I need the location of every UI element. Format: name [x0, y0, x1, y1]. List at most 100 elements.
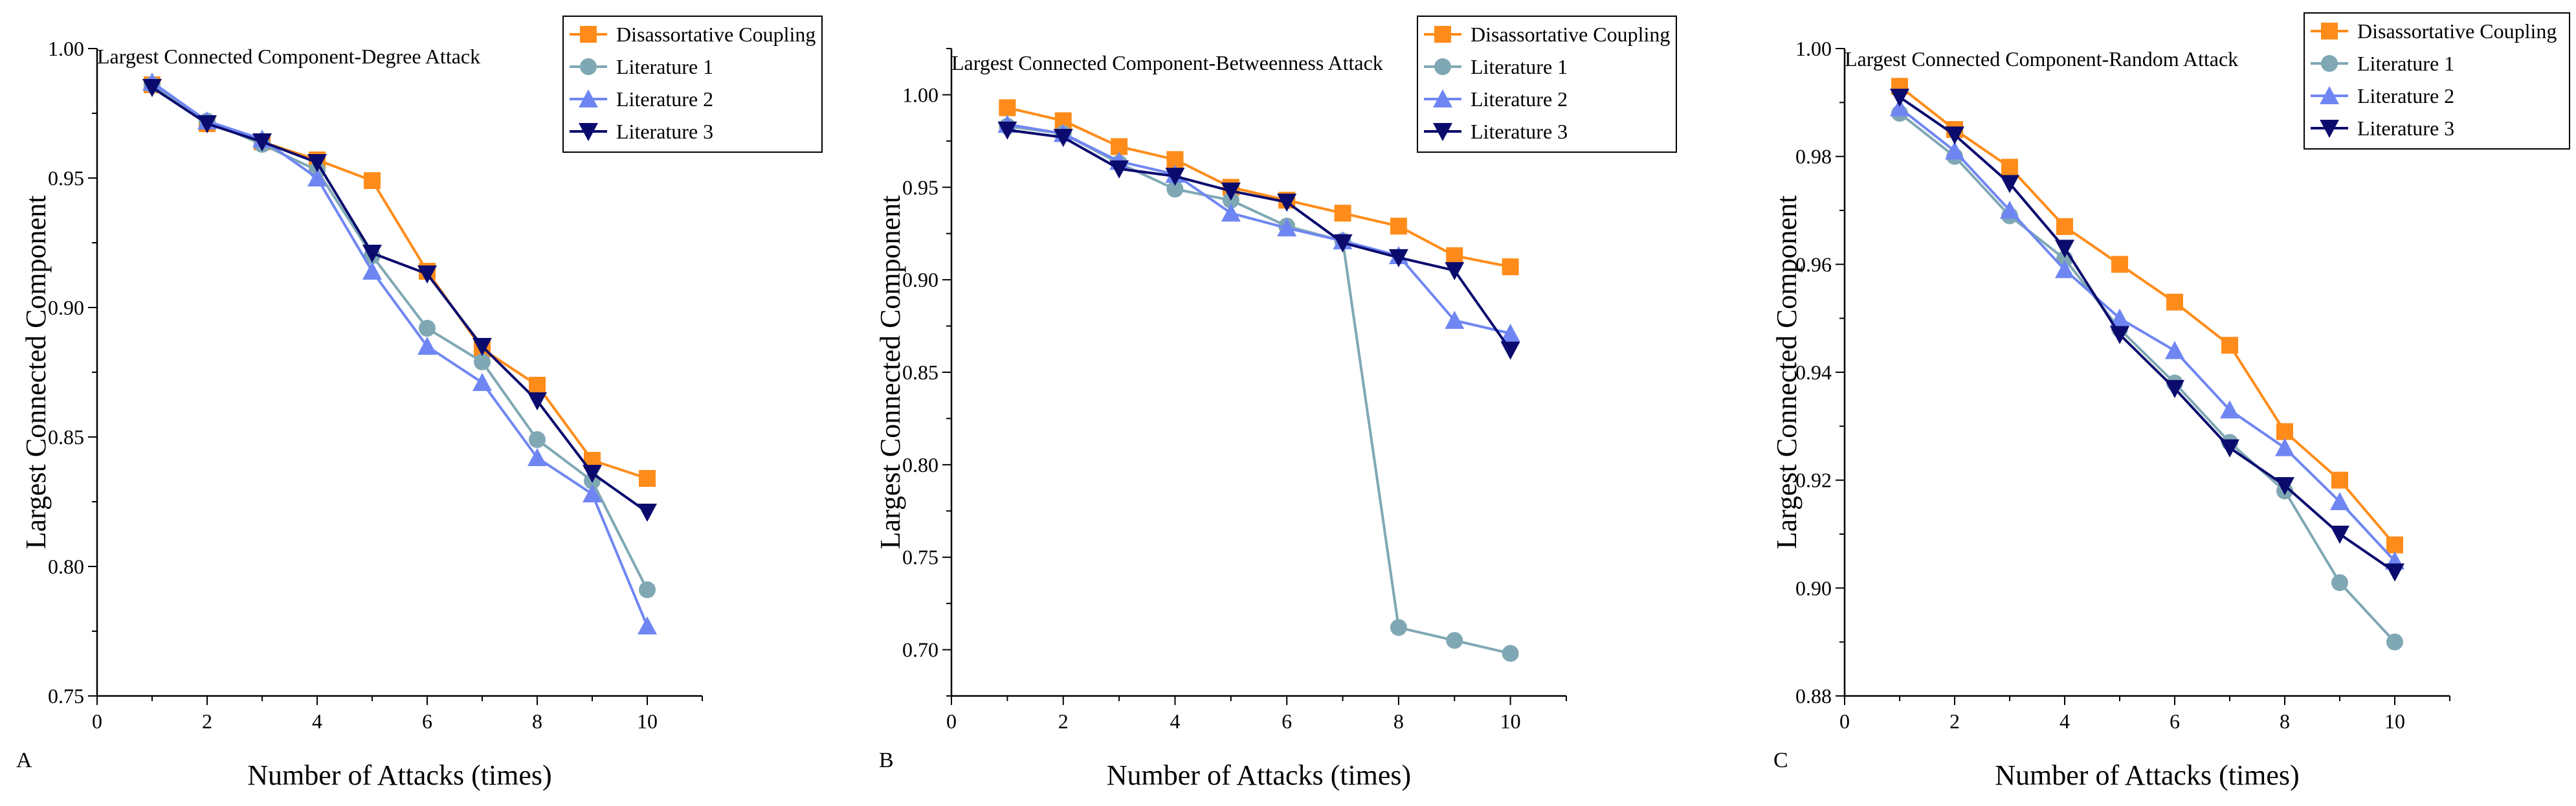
data-point: [2386, 536, 2403, 554]
series-literature-2: [1890, 98, 2404, 570]
y-axis-label: Largest Connected Component: [1771, 196, 1803, 550]
data-point: [999, 99, 1016, 117]
data-point: [417, 337, 437, 355]
series-literature-3: [997, 121, 1520, 360]
y-axis-label: Largest Connected Component: [874, 196, 906, 550]
legend-marker: [1434, 26, 1451, 43]
legend-label: Literature 2: [2357, 84, 2454, 107]
data-point: [1502, 645, 1519, 662]
data-point: [2275, 477, 2294, 495]
data-point: [362, 245, 382, 263]
series-disassortative-coupling: [1891, 78, 2403, 554]
data-point: [527, 392, 547, 410]
data-point: [1890, 89, 1909, 107]
chart-title: Largest Connected Component-Degree Attac…: [97, 45, 480, 68]
data-point: [2110, 308, 2129, 327]
legend-label: Disassortative Coupling: [2357, 19, 2557, 43]
series-literature-2: [142, 73, 657, 634]
data-point: [2055, 260, 2074, 278]
x-tick-label: 6: [1282, 710, 1292, 733]
chart-title: Largest Connected Component-Random Attac…: [1845, 47, 2238, 71]
series-line: [1898, 107, 2396, 563]
data-point: [1165, 168, 1185, 186]
panel-letter: B: [879, 748, 894, 772]
data-point: [2166, 293, 2183, 311]
data-point: [364, 172, 381, 189]
y-tick-label: 0.96: [1795, 252, 1832, 276]
data-point: [474, 353, 491, 370]
legend-label: Literature 3: [616, 120, 713, 143]
legend: Disassortative Coupling Literature 1 Liter…: [562, 16, 823, 153]
y-tick-label: 0.75: [48, 684, 84, 708]
legend: Disassortative Coupling Literature 1 Liter…: [1417, 16, 1677, 153]
data-point: [1221, 203, 1241, 222]
chart-panel-c: 0 2 4 6 8 10 0.88 0.90 0.92 0.94 0.96 0.98 1.00 Large…: [1771, 12, 2570, 791]
x-tick-label: 6: [422, 710, 432, 733]
data-point: [362, 262, 382, 280]
data-point: [1166, 181, 1184, 198]
y-tick-label: 0.88: [1795, 684, 1832, 708]
y-tick-label: 0.95: [48, 166, 84, 190]
data-point: [417, 265, 437, 284]
y-tick-label: 0.80: [48, 555, 84, 578]
data-point: [1945, 126, 1964, 145]
legend-marker: [579, 123, 598, 141]
data-point: [2276, 423, 2293, 440]
data-point: [1053, 129, 1073, 148]
legend-box: [2304, 12, 2570, 150]
data-point: [2220, 439, 2239, 458]
chart-panel-a: 0 2 4 6 8 10 0.75 0.80 0.85 0.90 0.95 1.00 Largest C…: [16, 16, 823, 791]
y-tick-label: 0.95: [902, 175, 938, 199]
data-point: [472, 373, 492, 391]
data-point: [197, 115, 217, 133]
y-tick-label: 0.94: [1795, 361, 1832, 384]
data-point: [419, 320, 436, 337]
data-point: [2331, 574, 2348, 591]
y-tick-label: 0.85: [902, 361, 938, 384]
legend-label: Literature 3: [1471, 120, 1568, 143]
panel-letter: C: [1773, 748, 1788, 772]
legend-marker: [1433, 89, 1452, 107]
series-line: [1006, 106, 1511, 269]
series-line: [151, 86, 649, 513]
data-point: [638, 504, 657, 522]
legend-marker: [2320, 86, 2339, 104]
x-tick-label: 2: [1058, 710, 1069, 733]
data-point: [472, 338, 492, 356]
data-point: [2165, 341, 2184, 359]
data-point: [2055, 240, 2074, 258]
x-tick-label: 8: [2280, 710, 2290, 733]
data-point: [2385, 563, 2404, 582]
legend-marker: [579, 89, 598, 107]
legend-label: Disassortative Coupling: [616, 23, 816, 46]
series-literature-1: [999, 118, 1519, 662]
data-point: [639, 470, 656, 487]
data-point: [1221, 183, 1241, 201]
data-point: [2331, 471, 2348, 489]
data-point: [2386, 633, 2403, 651]
series-literature-3: [142, 79, 657, 522]
x-tick-label: 8: [532, 710, 542, 733]
data-point: [527, 448, 547, 466]
data-point: [2165, 380, 2184, 398]
data-point: [1277, 218, 1297, 237]
legend-label: Literature 2: [1471, 87, 1568, 111]
data-point: [2330, 526, 2349, 544]
x-tick-label: 0: [946, 710, 957, 733]
legend-marker: [580, 26, 597, 43]
data-point: [2330, 492, 2349, 510]
x-tick-label: 8: [1393, 710, 1404, 733]
y-tick-label: 1.00: [1795, 37, 1832, 60]
data-point: [2275, 438, 2294, 456]
data-point: [583, 465, 602, 483]
legend: Disassortative Coupling Literature 1 Liter…: [2304, 12, 2570, 150]
data-point: [307, 168, 327, 186]
data-point: [1446, 632, 1463, 649]
x-tick-label: 10: [637, 710, 658, 733]
legend-marker: [1433, 123, 1452, 141]
data-point: [1945, 141, 1964, 160]
data-point: [1109, 160, 1129, 179]
legend-marker: [2321, 23, 2338, 39]
